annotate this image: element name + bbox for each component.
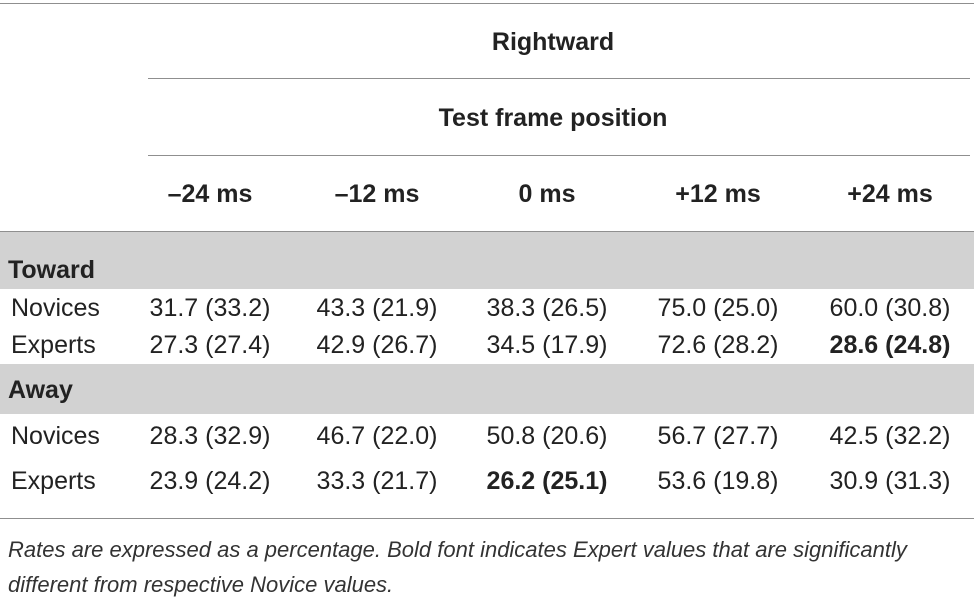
table-cell: 43.3 (21.9) — [316, 294, 438, 322]
table-cell-significant: 26.2 (25.1) — [486, 467, 608, 495]
table-cell: 31.7 (33.2) — [149, 294, 271, 322]
table-cell: 72.6 (28.2) — [657, 331, 779, 359]
table-cell: 34.5 (17.9) — [486, 331, 608, 359]
column-header: 0 ms — [518, 180, 576, 208]
table-cell: 27.3 (27.4) — [149, 331, 271, 359]
table-cell: 42.9 (26.7) — [316, 331, 438, 359]
column-header: +12 ms — [675, 180, 761, 208]
subtitle-rule — [148, 155, 970, 156]
table-cell: 75.0 (25.0) — [657, 294, 779, 322]
table-cell: 42.5 (32.2) — [829, 422, 951, 450]
table-title: Rightward — [491, 28, 615, 56]
group-band-away — [0, 364, 974, 414]
row-label: Experts — [11, 331, 96, 359]
table-cell: 46.7 (22.0) — [316, 422, 438, 450]
table-cell: 50.8 (20.6) — [486, 422, 608, 450]
column-header: –24 ms — [167, 180, 253, 208]
table-cell: 30.9 (31.3) — [829, 467, 951, 495]
group-label: Toward — [8, 256, 96, 284]
row-label: Experts — [11, 467, 96, 495]
title-rule — [148, 78, 970, 79]
table-cell: 28.3 (32.9) — [149, 422, 271, 450]
table-footnote: Rates are expressed as a percentage. Bol… — [8, 537, 907, 597]
column-header: –12 ms — [334, 180, 420, 208]
table-cell: 23.9 (24.2) — [149, 467, 271, 495]
row-label: Novices — [11, 294, 100, 322]
table-subtitle: Test frame position — [438, 104, 668, 132]
table-cell: 60.0 (30.8) — [829, 294, 951, 322]
table-cell: 56.7 (27.7) — [657, 422, 779, 450]
table-cell: 33.3 (21.7) — [316, 467, 438, 495]
table-cell: 38.3 (26.5) — [486, 294, 608, 322]
header-bottom-rule — [0, 231, 974, 232]
table-bottom-rule — [0, 518, 974, 519]
table-cell: 53.6 (19.8) — [657, 467, 779, 495]
table-top-rule — [0, 3, 974, 4]
table-cell-significant: 28.6 (24.8) — [829, 331, 951, 359]
column-header: +24 ms — [847, 180, 933, 208]
group-band-toward — [0, 231, 974, 289]
group-label: Away — [8, 376, 73, 404]
row-label: Novices — [11, 422, 100, 450]
